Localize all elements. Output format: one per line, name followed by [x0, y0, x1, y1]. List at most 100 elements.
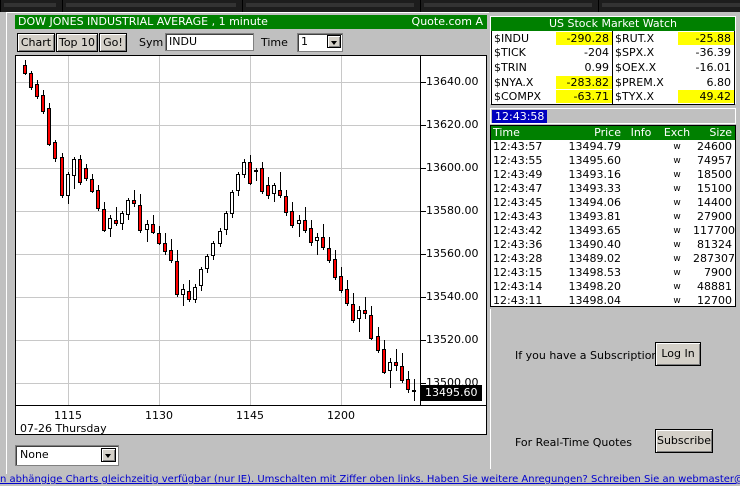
- market-watch-row[interactable]: $TICK -204: [492, 46, 612, 61]
- table-row[interactable]: 12:43:11 13498.04 w 12700: [491, 294, 735, 308]
- candle-body-up: [108, 218, 112, 229]
- table-row[interactable]: 12:43:14 13498.20 w 48881: [491, 280, 735, 294]
- candlestick-plot[interactable]: [16, 56, 486, 405]
- go-button[interactable]: Go!: [99, 33, 127, 52]
- price-axis-label: 13640.00: [426, 75, 479, 88]
- candle-body-up: [193, 287, 197, 300]
- candle-body-down: [309, 228, 313, 243]
- trade-exchange: w: [673, 254, 681, 264]
- login-button[interactable]: Log In: [655, 342, 701, 366]
- table-row[interactable]: 12:43:15 13498.53 w 7900: [491, 266, 735, 280]
- market-watch-value: 0.99: [584, 60, 610, 74]
- market-watch-value: -36.39: [695, 46, 731, 60]
- table-row[interactable]: 12:43:55 13495.60 w 74957: [491, 154, 735, 168]
- market-watch-symbol: $TICK: [494, 46, 526, 60]
- market-timestamp: 12:43:58: [492, 110, 548, 123]
- gridline-horizontal: [16, 254, 421, 255]
- market-watch-row[interactable]: $TYX.X 49.42: [613, 89, 734, 104]
- time-interval-select[interactable]: 1: [297, 33, 343, 52]
- timestamp-bar: 12:43:58: [490, 108, 736, 124]
- toolbar-placeholder-segment: [424, 3, 592, 7]
- subscribe-button[interactable]: Subscribe: [655, 429, 713, 453]
- candle-body-down: [266, 185, 270, 196]
- toolbar-segment-divider: [62, 0, 63, 12]
- trade-info: [621, 238, 661, 252]
- chevron-down-icon[interactable]: [327, 35, 341, 48]
- candle-body-up: [224, 213, 228, 230]
- chevron-down-icon[interactable]: [101, 448, 116, 462]
- candle-body-up: [218, 231, 222, 244]
- candle-body-down: [169, 250, 173, 261]
- candle-body-up: [126, 200, 130, 215]
- candle-body-down: [260, 168, 264, 192]
- time-axis-label: 1115: [54, 409, 82, 422]
- symbol-input[interactable]: INDU: [165, 33, 254, 51]
- chart-button[interactable]: Chart: [17, 33, 55, 52]
- chart-toolbar: Chart Top 10 Go! Sym INDU Time 1: [15, 30, 487, 54]
- trade-time: 12:43:15: [493, 266, 543, 279]
- chart-plot-area[interactable]: 13640.00 13620.00 13600.00 13580.00 13560.00…: [15, 55, 487, 435]
- trade-tape-table[interactable]: Time Price Info Exch Size 12:43:57 13494.…: [490, 125, 736, 307]
- candle-body-down: [321, 237, 325, 248]
- candle-body-up: [236, 174, 240, 191]
- table-row[interactable]: 12:43:49 13493.16 w 18500: [491, 168, 735, 182]
- candle-body-down: [60, 157, 64, 196]
- market-watch-row[interactable]: $OEX.X -16.01: [613, 60, 734, 75]
- table-row[interactable]: 12:43:36 13490.40 w 81324: [491, 238, 735, 252]
- trade-size: 27900: [697, 210, 732, 223]
- candle-body-down: [303, 220, 307, 231]
- trade-time: 12:43:43: [493, 210, 543, 223]
- market-watch-left-column: $INDU -290.28 $TICK -204 $TRIN 0.99 $NYA.X -283…: [492, 31, 613, 104]
- column-header-size: Size: [709, 126, 732, 139]
- column-header-exch: Exch: [663, 126, 691, 139]
- trade-exchange: w: [673, 212, 681, 222]
- trade-size: 48881: [697, 280, 732, 293]
- market-watch-row[interactable]: $TRIN 0.99: [492, 60, 612, 75]
- candle-body-down: [406, 379, 410, 390]
- candle-body-down: [151, 224, 155, 233]
- trade-size: 15100: [697, 182, 732, 195]
- table-row[interactable]: 12:43:42 13493.65 w 117700: [491, 224, 735, 238]
- candle-wick: [256, 168, 257, 181]
- candle-body-down: [400, 366, 404, 381]
- axis-tick-mark: [421, 254, 426, 255]
- trade-info: [621, 168, 661, 182]
- candle-body-down: [382, 349, 386, 373]
- market-watch-value: -25.88: [677, 31, 734, 45]
- market-watch-value: 49.42: [677, 90, 734, 104]
- price-axis-label: 13560.00: [426, 247, 479, 260]
- table-row[interactable]: 12:43:28 13489.02 w 287307: [491, 252, 735, 266]
- candle-body-down: [53, 142, 57, 159]
- candle-wick: [183, 284, 184, 306]
- candle-body-down: [369, 315, 373, 339]
- market-watch-row[interactable]: $PREM.X 6.80: [613, 75, 734, 90]
- trade-price: 13493.16: [568, 168, 622, 181]
- market-watch-row[interactable]: $COMPX -63.71: [492, 89, 612, 104]
- gridline-vertical: [250, 56, 251, 405]
- trade-info: [621, 266, 661, 280]
- toolbar-segment-divider: [420, 0, 421, 12]
- table-row[interactable]: 12:43:57 13494.79 w 24600: [491, 140, 735, 154]
- candle-body-up: [205, 256, 209, 269]
- candle-body-up: [242, 162, 246, 175]
- trade-price: 13489.02: [568, 252, 622, 265]
- price-axis-label: 13520.00: [426, 333, 479, 346]
- market-watch-row[interactable]: $NYA.X -283.82: [492, 75, 612, 90]
- trade-price: 13493.81: [568, 210, 622, 223]
- table-row[interactable]: 12:43:47 13493.33 w 15100: [491, 182, 735, 196]
- overlay-select[interactable]: None: [15, 445, 119, 466]
- table-row[interactable]: 12:43:43 13493.81 w 27900: [491, 210, 735, 224]
- market-watch-row[interactable]: $INDU -290.28: [492, 31, 612, 46]
- market-watch-row[interactable]: $RUT.X -25.88: [613, 31, 734, 46]
- market-watch-symbol: $OEX.X: [615, 60, 657, 74]
- trade-info: [621, 140, 661, 154]
- price-axis-label: 13600.00: [426, 161, 479, 174]
- market-watch-value: 6.80: [706, 75, 732, 89]
- table-row[interactable]: 12:43:45 13494.06 w 14400: [491, 196, 735, 210]
- market-watch-value: -283.82: [556, 75, 612, 89]
- trade-exchange: w: [673, 226, 681, 236]
- top10-button[interactable]: Top 10: [56, 33, 98, 52]
- footer-link[interactable]: n abhängige Charts gleichzeitig verfügba…: [0, 474, 740, 486]
- market-watch-row[interactable]: $SPX.X -36.39: [613, 46, 734, 61]
- market-watch-right-column: $RUT.X -25.88 $SPX.X -36.39 $OEX.X -16.01 $PRE…: [613, 31, 734, 104]
